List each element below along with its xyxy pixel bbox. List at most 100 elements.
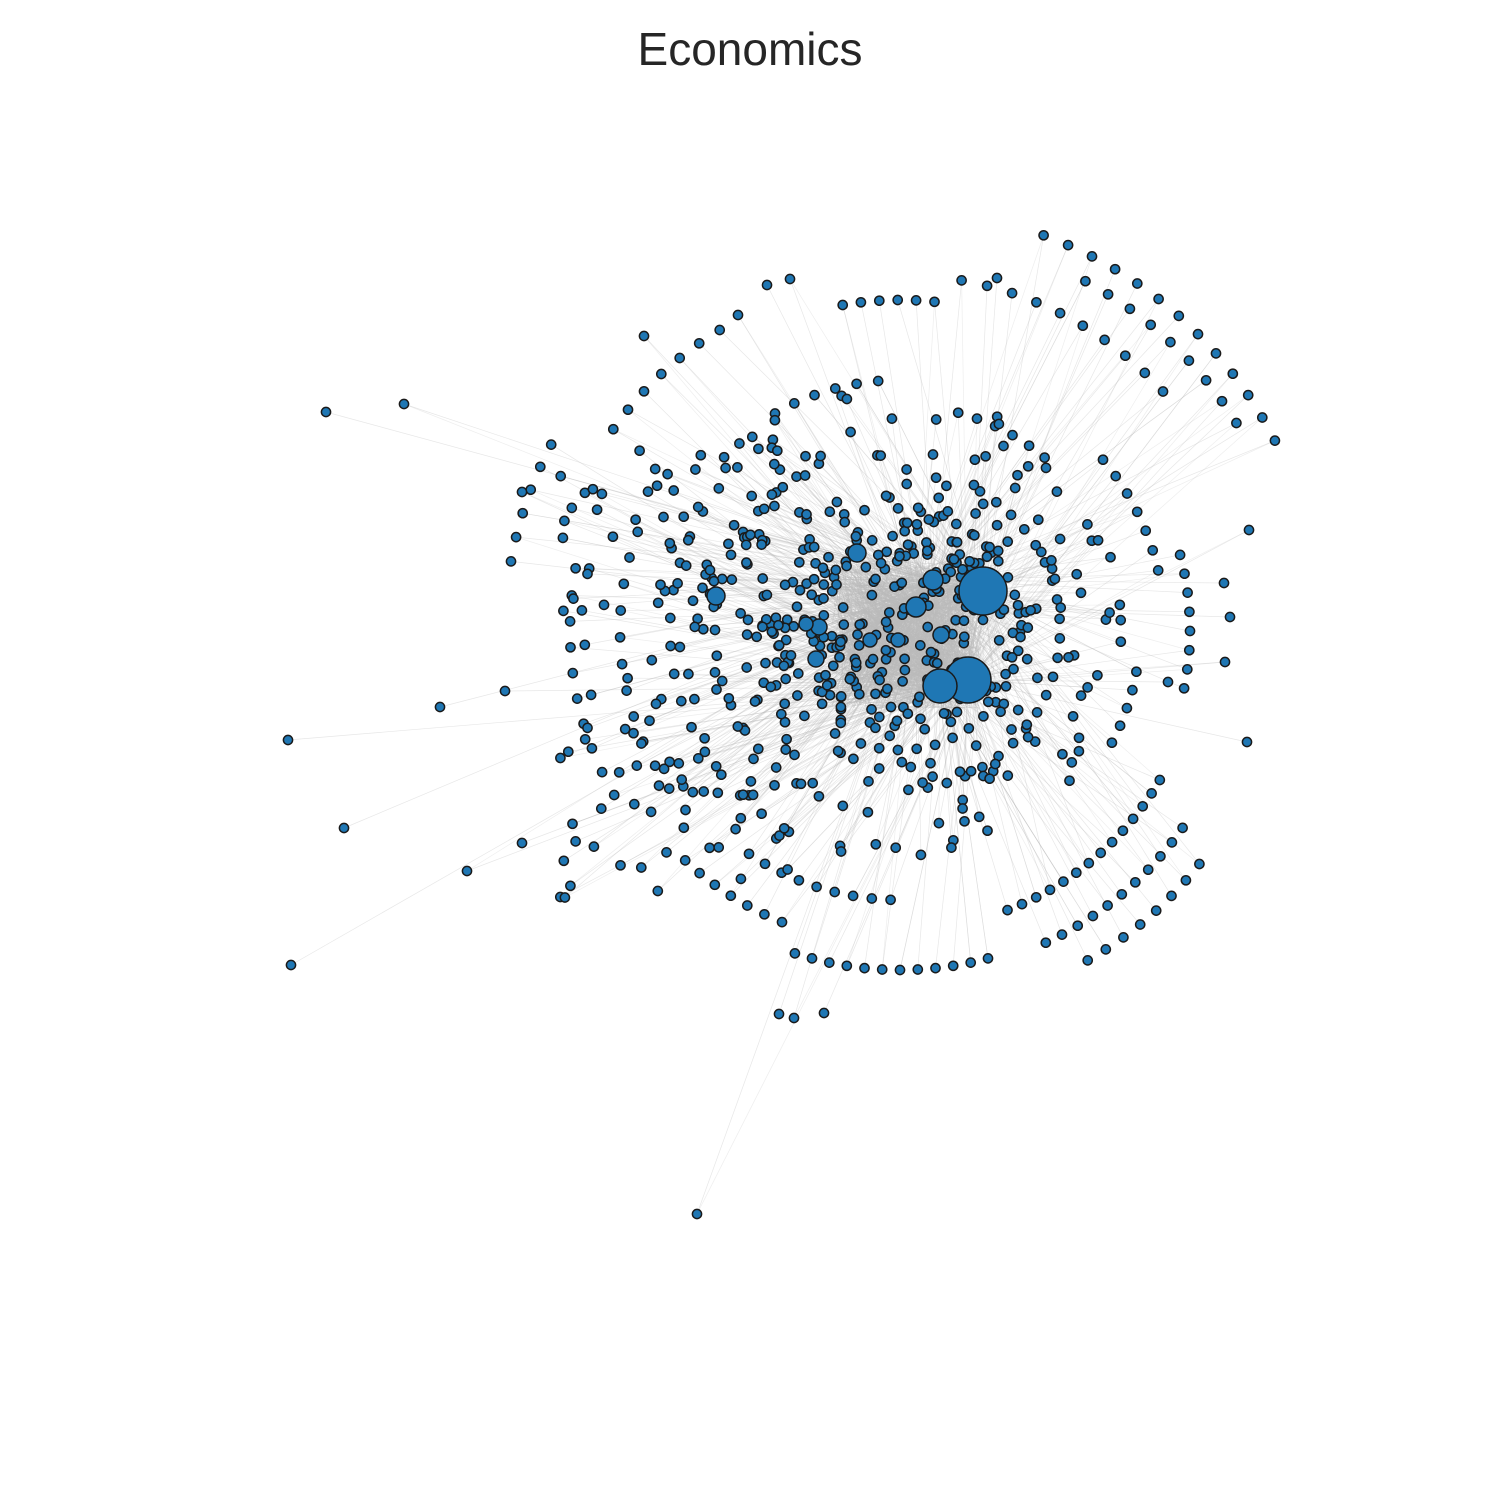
- graph-node: [941, 480, 952, 492]
- graph-edge: [781, 685, 941, 923]
- graph-edge: [932, 391, 1164, 581]
- graph-node: [1012, 645, 1024, 657]
- graph-node: [735, 812, 747, 824]
- graph-node: [632, 526, 644, 538]
- graph-edge: [709, 685, 941, 849]
- graph-edge: [560, 679, 969, 898]
- graph-node: [1110, 470, 1122, 482]
- graph-node: [776, 916, 788, 928]
- graph-node: [863, 776, 874, 787]
- graph-node: [852, 629, 863, 640]
- graph-node: [1035, 546, 1047, 558]
- graph-edge: [967, 679, 1102, 854]
- graph-node: [1063, 651, 1074, 663]
- graph-node: [1075, 587, 1087, 599]
- graph-node: [761, 589, 773, 601]
- graph-node: [1072, 920, 1084, 932]
- graph-edge: [560, 475, 934, 581]
- graph-node: [564, 616, 576, 627]
- graph-node: [781, 733, 792, 745]
- graph-node: [880, 644, 892, 656]
- graph-node: [1071, 568, 1083, 580]
- graph-node: [664, 537, 676, 549]
- graph-node: [915, 713, 926, 725]
- graph-node: [902, 708, 914, 720]
- graph-edge: [844, 569, 878, 613]
- graph-node: [1002, 904, 1013, 916]
- graph-node: [1137, 800, 1149, 812]
- graph-node: [930, 472, 942, 484]
- graph-node: [998, 604, 1010, 616]
- node-layer: [282, 229, 1281, 1220]
- graph-node: [912, 502, 924, 514]
- graph-node: [821, 679, 833, 691]
- graph-node: [1102, 288, 1114, 300]
- graph-node: [982, 696, 994, 708]
- graph-node: [621, 685, 632, 696]
- graph-node: [713, 483, 725, 494]
- graph-node: [902, 539, 914, 551]
- graph-node: [890, 842, 902, 854]
- graph-node: [565, 880, 576, 892]
- graph-node: [534, 461, 546, 473]
- graph-edge: [939, 685, 1064, 882]
- graph-node: [977, 498, 989, 510]
- graph-edge: [946, 584, 952, 607]
- graph-edge: [839, 685, 941, 847]
- graph-node: [1115, 614, 1127, 626]
- graph-node: [860, 561, 872, 573]
- graph-node: [1012, 469, 1023, 481]
- graph-node: [945, 566, 957, 578]
- graph-node: [1179, 568, 1190, 580]
- graph-node: [769, 414, 781, 426]
- graph-node: [958, 615, 970, 627]
- graph-edge: [839, 685, 941, 847]
- graph-node: [1023, 440, 1035, 452]
- graph-node: [1095, 847, 1107, 859]
- graph-node: [1131, 666, 1142, 678]
- graph-node: [711, 650, 723, 662]
- graph-node: [866, 535, 878, 546]
- graph-edge: [719, 329, 984, 592]
- graph-node: [723, 692, 735, 704]
- graph-hub-node: [798, 616, 814, 632]
- graph-node: [788, 621, 800, 632]
- graph-node: [951, 706, 963, 718]
- graph-node: [1075, 690, 1087, 701]
- graph-node: [954, 766, 966, 778]
- graph-node: [777, 481, 789, 493]
- graph-node: [788, 398, 800, 409]
- graph-node: [596, 766, 608, 778]
- graph-node: [607, 531, 619, 543]
- graph-node: [1184, 625, 1196, 637]
- graph-node: [638, 330, 650, 342]
- graph-node: [1145, 319, 1157, 331]
- graph-node: [761, 279, 773, 291]
- graph-node: [1155, 850, 1166, 862]
- graph-node: [990, 496, 1002, 508]
- graph-node: [808, 541, 820, 553]
- graph-node: [1044, 884, 1056, 896]
- graph-edge: [932, 445, 1004, 581]
- graph-node: [704, 564, 716, 576]
- graph-node: [855, 296, 867, 308]
- graph-hub-node: [847, 543, 867, 563]
- graph-edge: [737, 314, 917, 608]
- graph-node: [1009, 589, 1021, 601]
- graph-node: [746, 490, 758, 502]
- graph-node: [779, 698, 791, 710]
- graph-edge: [846, 569, 857, 604]
- graph-edge: [783, 685, 941, 829]
- graph-node: [1005, 509, 1017, 521]
- graph-edge: [939, 373, 1234, 687]
- graph-hub-node: [706, 586, 726, 606]
- graph-hub-node: [922, 569, 944, 591]
- graph-node: [628, 711, 640, 722]
- graph-node: [579, 733, 591, 745]
- graph-node: [1131, 278, 1143, 289]
- graph-node: [832, 745, 844, 757]
- graph-edge: [982, 590, 1137, 672]
- graph-node: [1040, 689, 1052, 701]
- graph-edge: [714, 679, 969, 886]
- graph-node: [903, 784, 914, 796]
